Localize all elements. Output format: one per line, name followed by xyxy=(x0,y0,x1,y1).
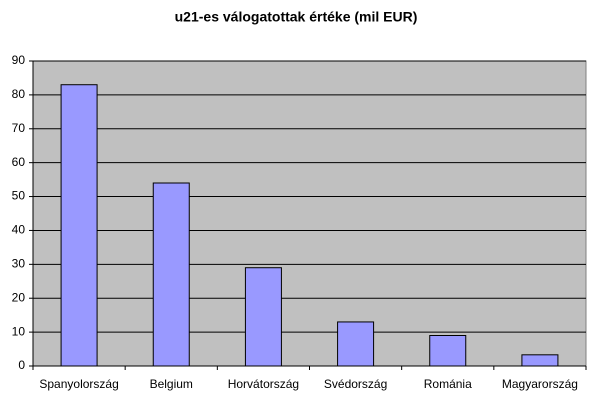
y-tick-label: 10 xyxy=(12,324,26,338)
x-tick-label: Belgium xyxy=(150,377,193,391)
bar xyxy=(60,84,98,367)
x-tick-label: Magyarország xyxy=(502,377,578,391)
y-tick-label: 80 xyxy=(12,87,26,101)
bar xyxy=(429,335,467,367)
plot-area xyxy=(32,60,587,367)
y-tick-label: 70 xyxy=(12,121,26,135)
bar xyxy=(521,354,559,367)
chart-title: u21-es válogatottak értéke (mil EUR) xyxy=(175,9,418,25)
x-tick-label: Horvátország xyxy=(228,377,299,391)
x-tick-label: Svédország xyxy=(324,377,387,391)
bar xyxy=(152,182,190,367)
y-tick-label: 30 xyxy=(12,257,26,271)
y-tick-label: 0 xyxy=(18,358,25,372)
y-tick-label: 60 xyxy=(12,155,26,169)
x-tick-label: Spanyolország xyxy=(39,377,118,391)
y-tick-label: 40 xyxy=(12,223,26,237)
bar xyxy=(244,267,282,367)
y-tick-label: 50 xyxy=(12,189,26,203)
y-tick-label: 20 xyxy=(12,290,26,304)
y-tick-label: 90 xyxy=(12,53,26,67)
x-tick-label: Románia xyxy=(424,377,472,391)
bar xyxy=(337,321,375,367)
